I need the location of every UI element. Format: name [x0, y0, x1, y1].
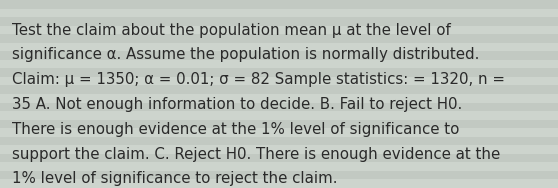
FancyBboxPatch shape	[0, 8, 558, 17]
FancyBboxPatch shape	[0, 128, 558, 137]
FancyBboxPatch shape	[0, 154, 558, 162]
Text: Claim: μ = 1350; α = 0.01; σ = 82 Sample statistics: = 1320, n =: Claim: μ = 1350; α = 0.01; σ = 82 Sample…	[12, 72, 506, 87]
FancyBboxPatch shape	[0, 0, 558, 8]
FancyBboxPatch shape	[0, 26, 558, 34]
Text: significance α. Assume the population is normally distributed.: significance α. Assume the population is…	[12, 47, 480, 62]
FancyBboxPatch shape	[0, 120, 558, 128]
Text: There is enough evidence at the 1% level of significance to: There is enough evidence at the 1% level…	[12, 122, 460, 137]
Text: 1% level of significance to reject the claim.: 1% level of significance to reject the c…	[12, 171, 338, 186]
FancyBboxPatch shape	[0, 77, 558, 86]
FancyBboxPatch shape	[0, 94, 558, 102]
FancyBboxPatch shape	[0, 17, 558, 26]
FancyBboxPatch shape	[0, 86, 558, 94]
FancyBboxPatch shape	[0, 162, 558, 171]
FancyBboxPatch shape	[0, 102, 558, 111]
FancyBboxPatch shape	[0, 60, 558, 68]
FancyBboxPatch shape	[0, 51, 558, 60]
FancyBboxPatch shape	[0, 171, 558, 180]
FancyBboxPatch shape	[0, 34, 558, 43]
FancyBboxPatch shape	[0, 137, 558, 145]
FancyBboxPatch shape	[0, 180, 558, 188]
Text: support the claim. C. Reject H0. There is enough evidence at the: support the claim. C. Reject H0. There i…	[12, 147, 501, 162]
FancyBboxPatch shape	[0, 43, 558, 51]
FancyBboxPatch shape	[0, 145, 558, 154]
Text: Test the claim about the population mean μ at the level of: Test the claim about the population mean…	[12, 23, 451, 38]
Text: 35 A. Not enough information to decide. B. Fail to reject H0.: 35 A. Not enough information to decide. …	[12, 97, 463, 112]
FancyBboxPatch shape	[0, 68, 558, 77]
FancyBboxPatch shape	[0, 111, 558, 120]
